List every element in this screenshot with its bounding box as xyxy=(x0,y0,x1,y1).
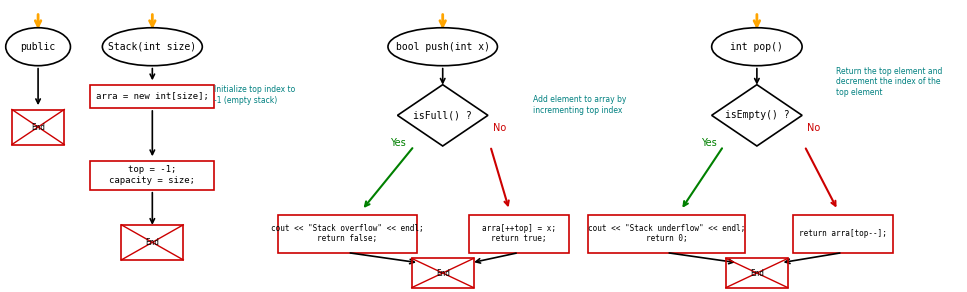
Text: Yes: Yes xyxy=(701,138,718,148)
Text: cout << "Stack underflow" << endl;
return 0;: cout << "Stack underflow" << endl; retur… xyxy=(588,224,745,243)
Text: No: No xyxy=(807,124,821,133)
Text: bool push(int x): bool push(int x) xyxy=(396,42,489,52)
Text: Yes: Yes xyxy=(390,138,406,148)
Text: Stack(int size): Stack(int size) xyxy=(108,42,196,52)
Text: return arra[top--];: return arra[top--]; xyxy=(799,229,887,238)
Text: No: No xyxy=(493,124,507,133)
Text: isFull() ?: isFull() ? xyxy=(413,110,472,120)
Text: End: End xyxy=(436,269,450,277)
Text: Initialize top index to
-1 (empty stack): Initialize top index to -1 (empty stack) xyxy=(215,85,296,105)
Text: int pop(): int pop() xyxy=(730,42,783,52)
Text: isEmpty() ?: isEmpty() ? xyxy=(724,110,789,120)
Text: Return the top element and
decrement the index of the
top element: Return the top element and decrement the… xyxy=(835,67,942,97)
Text: arra[++top] = x;
return true;: arra[++top] = x; return true; xyxy=(482,224,556,243)
Text: top = -1;
capacity = size;: top = -1; capacity = size; xyxy=(109,166,195,185)
Text: arra = new int[size];: arra = new int[size]; xyxy=(96,92,209,101)
Text: End: End xyxy=(31,123,45,131)
Text: End: End xyxy=(145,238,160,247)
Text: cout << "Stack overflow" << endl;
return false;: cout << "Stack overflow" << endl; return… xyxy=(271,224,424,243)
Text: Add element to array by
incrementing top index: Add element to array by incrementing top… xyxy=(533,95,627,115)
Text: public: public xyxy=(20,42,56,52)
Text: End: End xyxy=(750,269,764,277)
